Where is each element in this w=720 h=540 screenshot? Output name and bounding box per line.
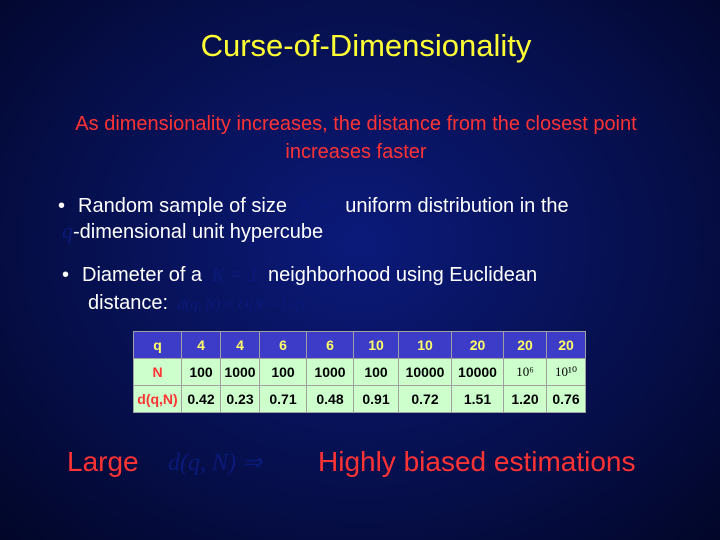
table-row-n: N 100 1000 100 1000 100 10000 10000 10⁶ … bbox=[133, 358, 586, 386]
bullet-2: • Diameter of a K = 1 neighborhood using… bbox=[62, 262, 702, 288]
conclusion-right: Highly biased estimations bbox=[318, 446, 636, 477]
conclusion-math: d(q, N) ⇒ bbox=[168, 450, 263, 476]
bullet-1-dot: • bbox=[58, 195, 66, 217]
table-cell: 4 bbox=[220, 331, 260, 359]
table-cell: 6 bbox=[306, 331, 354, 359]
table-cell: 1.51 bbox=[451, 385, 504, 413]
table-cell: 20 bbox=[451, 331, 504, 359]
bullet-2-text-pre: Diameter of a bbox=[82, 264, 203, 286]
table-cell: 20 bbox=[503, 331, 547, 359]
table-header-q: q bbox=[133, 331, 182, 359]
bullet-1-text-post: uniform distribution in the bbox=[345, 195, 569, 217]
table-cell: 0.76 bbox=[546, 385, 586, 413]
table-cell: 1.20 bbox=[503, 385, 547, 413]
bullet-2-dot: • bbox=[62, 264, 70, 286]
conclusion-left: Large bbox=[67, 446, 139, 477]
bullet-2-line2: distance: d(q, N) = O(N^−1/q) bbox=[88, 290, 688, 318]
bullet-2-math: K = 1 bbox=[211, 264, 259, 286]
bullet-2-line2-text: distance: bbox=[88, 292, 169, 314]
bullet-2-formula: d(q, N) = O(N^−1/q) bbox=[177, 297, 305, 313]
bullet-1-line2-text: -dimensional unit hypercube bbox=[73, 221, 324, 243]
table-cell: 0.42 bbox=[181, 385, 221, 413]
table-cell: 10 bbox=[353, 331, 399, 359]
table-cell: 0.48 bbox=[306, 385, 354, 413]
slide-title: Curse-of-Dimensionality bbox=[200, 28, 532, 63]
table-cell: 100 bbox=[181, 358, 221, 386]
bullet-1-line2: q-dimensional unit hypercube bbox=[62, 218, 682, 245]
table-row-d: d(q,N) 0.42 0.23 0.71 0.48 0.91 0.72 1.5… bbox=[133, 385, 586, 413]
bullet-1-text-pre: Random sample of size bbox=[78, 195, 287, 217]
table-cell: 6 bbox=[259, 331, 307, 359]
bullet-1: • Random sample of size N ⇒ uniform dist… bbox=[58, 193, 698, 219]
table-header-d: d(q,N) bbox=[133, 385, 182, 413]
dimensionality-table: q 4 4 6 6 10 10 20 20 20 N 100 1000 100 … bbox=[133, 331, 586, 413]
table-cell: 20 bbox=[546, 331, 586, 359]
table-cell: 10¹⁰ bbox=[546, 358, 586, 386]
table-cell: 10000 bbox=[398, 358, 452, 386]
table-cell: 4 bbox=[181, 331, 221, 359]
bullet-2-text-post: neighborhood using Euclidean bbox=[268, 264, 538, 286]
table-header-n: N bbox=[133, 358, 182, 386]
bullet-1-q-math: q bbox=[62, 218, 73, 243]
bullet-1-math: N ⇒ bbox=[298, 195, 334, 217]
table-cell: 10⁶ bbox=[503, 358, 547, 386]
table-cell: 10000 bbox=[451, 358, 504, 386]
table-cell: 0.23 bbox=[220, 385, 260, 413]
table-cell: 0.91 bbox=[353, 385, 399, 413]
slide-subtitle: As dimensionality increases, the distanc… bbox=[75, 113, 637, 163]
table-cell: 100 bbox=[353, 358, 399, 386]
table-cell: 1000 bbox=[220, 358, 260, 386]
table-cell: 0.71 bbox=[259, 385, 307, 413]
table-cell: 1000 bbox=[306, 358, 354, 386]
table-cell: 0.72 bbox=[398, 385, 452, 413]
table-cell: 10 bbox=[398, 331, 452, 359]
table-row-q: q 4 4 6 6 10 10 20 20 20 bbox=[133, 331, 586, 359]
table-cell: 100 bbox=[259, 358, 307, 386]
